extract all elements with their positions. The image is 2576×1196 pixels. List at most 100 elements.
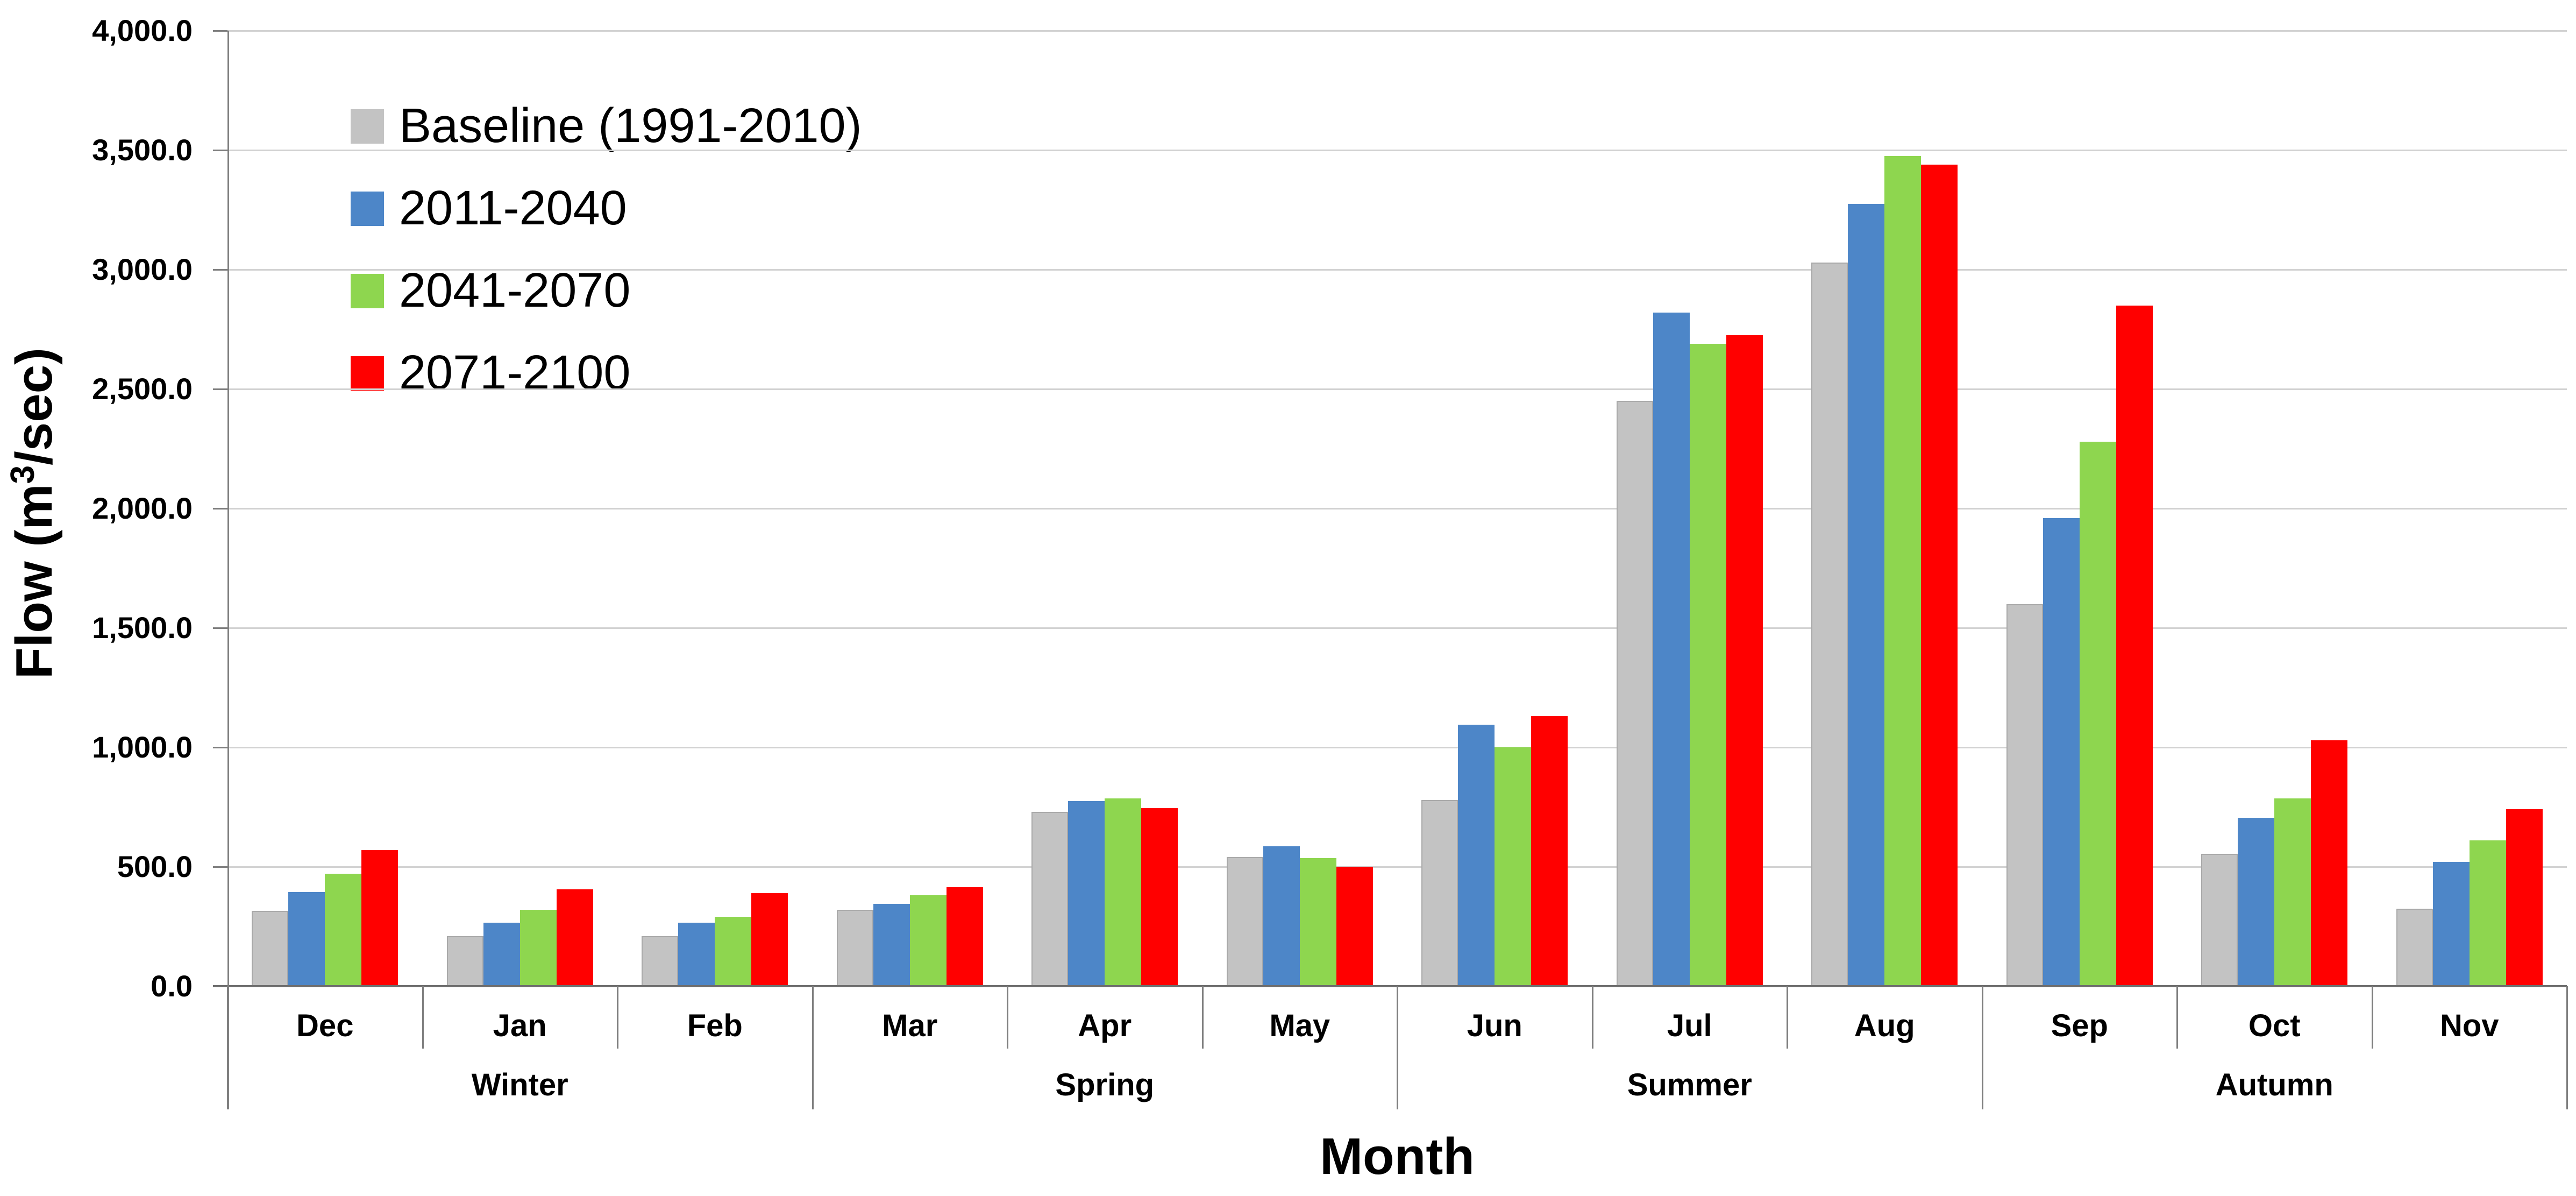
- season-divider: [227, 986, 229, 1109]
- bar-2071-2100-jun: [1531, 716, 1568, 986]
- bar-2041-2070-jun: [1495, 747, 1531, 986]
- month-divider: [422, 986, 424, 1049]
- season-label-autumn: Autumn: [2215, 1067, 2333, 1102]
- y-axis-tick-label: 0.0: [151, 969, 193, 1003]
- y-axis-tick-label: 2,000.0: [92, 491, 193, 525]
- season-divider: [1397, 986, 1398, 1109]
- bar-baseline-1991-2010--mar: [837, 910, 873, 986]
- bar-2071-2100-mar: [947, 887, 983, 986]
- y-axis-tick: [213, 627, 227, 629]
- bar-2011-2040-jul: [1653, 313, 1690, 986]
- bar-2011-2040-feb: [678, 923, 715, 986]
- legend-swatch-icon: [351, 191, 384, 226]
- x-tick-label-nov: Nov: [2439, 1008, 2499, 1043]
- gridline-4000: [227, 30, 2567, 32]
- bar-baseline-1991-2010--jan: [447, 936, 483, 986]
- bar-baseline-1991-2010--apr: [1031, 812, 1068, 986]
- bar-2071-2100-jul: [1726, 335, 1763, 986]
- bar-2041-2070-aug: [1884, 156, 1921, 986]
- y-axis-tick-label: 1,000.0: [92, 730, 193, 764]
- bar-2011-2040-jun: [1458, 725, 1495, 986]
- y-axis-line: [227, 31, 229, 1109]
- legend-item: Baseline (1991-2010): [351, 85, 862, 167]
- y-axis-tick: [213, 30, 227, 32]
- legend-swatch-icon: [351, 109, 384, 144]
- bar-2011-2040-dec: [288, 892, 325, 986]
- bar-2071-2100-nov: [2506, 809, 2543, 986]
- bar-2011-2040-nov: [2433, 862, 2470, 986]
- x-tick-label-oct: Oct: [2248, 1008, 2301, 1043]
- season-divider: [812, 986, 814, 1109]
- bar-2071-2100-aug: [1921, 165, 1958, 986]
- bar-baseline-1991-2010--nov: [2396, 909, 2433, 986]
- bar-baseline-1991-2010--aug: [1811, 263, 1848, 986]
- y-axis-tick: [213, 508, 227, 509]
- x-tick-label-may: May: [1269, 1008, 1330, 1043]
- bar-2011-2040-sep: [2043, 518, 2080, 986]
- bar-2071-2100-jan: [557, 889, 593, 986]
- legend-swatch-icon: [351, 356, 384, 391]
- y-axis-tick: [213, 388, 227, 390]
- x-axis-line: [213, 985, 2567, 987]
- y-axis-tick-label: 3,000.0: [92, 252, 193, 286]
- legend-swatch-icon: [351, 273, 384, 308]
- y-axis-tick-label: 4,000.0: [92, 13, 193, 47]
- season-divider: [2566, 986, 2568, 1109]
- legend-item: 2011-2040: [351, 167, 862, 250]
- month-divider: [1201, 986, 1204, 1049]
- bar-2041-2070-feb: [715, 917, 751, 986]
- x-tick-label-jun: Jun: [1467, 1008, 1522, 1043]
- gridline-3000: [227, 269, 2567, 271]
- bar-baseline-1991-2010--jul: [1617, 401, 1653, 986]
- bar-baseline-1991-2010--oct: [2201, 854, 2238, 986]
- x-tick-label-aug: Aug: [1854, 1008, 1915, 1043]
- bar-2071-2100-dec: [361, 850, 398, 986]
- bar-2041-2070-jan: [520, 910, 557, 986]
- gridline-3500: [227, 150, 2567, 151]
- bar-baseline-1991-2010--feb: [642, 936, 678, 986]
- legend-label: 2041-2070: [399, 264, 631, 317]
- bar-2011-2040-mar: [873, 904, 910, 986]
- legend-label: 2071-2100: [399, 346, 631, 400]
- gridline-2500: [227, 388, 2567, 390]
- gridline-1500: [227, 627, 2567, 629]
- month-divider: [617, 986, 618, 1049]
- season-divider: [1981, 986, 1983, 1109]
- bar-2041-2070-nov: [2470, 840, 2506, 986]
- bar-2071-2100-sep: [2116, 306, 2153, 986]
- bar-2011-2040-may: [1263, 846, 1300, 986]
- bar-2011-2040-jan: [483, 923, 520, 986]
- month-divider: [2176, 986, 2178, 1049]
- month-divider: [2371, 986, 2373, 1049]
- legend-label: Baseline (1991-2010): [399, 99, 862, 153]
- bar-2071-2100-feb: [751, 893, 788, 986]
- bar-baseline-1991-2010--may: [1227, 857, 1263, 986]
- legend-item: 2041-2070: [351, 250, 862, 332]
- x-tick-label-jan: Jan: [493, 1008, 547, 1043]
- x-tick-label-feb: Feb: [687, 1008, 743, 1043]
- month-divider: [1007, 986, 1008, 1049]
- bar-2011-2040-apr: [1068, 801, 1105, 986]
- y-axis-tick: [213, 150, 227, 151]
- bar-2041-2070-dec: [325, 874, 361, 986]
- y-axis-tick-label: 2,500.0: [92, 372, 193, 406]
- season-label-summer: Summer: [1627, 1067, 1752, 1102]
- y-axis-tick-label: 3,500.0: [92, 133, 193, 167]
- x-tick-label-dec: Dec: [296, 1008, 354, 1043]
- y-axis-tick: [213, 269, 227, 271]
- y-axis-tick-label: 1,500.0: [92, 611, 193, 645]
- y-axis-tick: [213, 866, 227, 868]
- bar-2011-2040-aug: [1848, 204, 1884, 986]
- bar-2041-2070-mar: [910, 895, 947, 986]
- bar-baseline-1991-2010--sep: [2006, 604, 2043, 986]
- bar-2041-2070-apr: [1105, 798, 1141, 986]
- x-axis-title: Month: [1320, 1128, 1475, 1185]
- x-tick-label-apr: Apr: [1078, 1008, 1132, 1043]
- y-axis-tick-label: 500.0: [117, 850, 193, 883]
- legend: Baseline (1991-2010) 2011-2040 2041-2070 20…: [351, 85, 862, 414]
- gridline-1000: [227, 747, 2567, 748]
- month-divider: [1787, 986, 1788, 1049]
- bar-baseline-1991-2010--dec: [252, 911, 288, 986]
- bar-2071-2100-may: [1336, 867, 1373, 986]
